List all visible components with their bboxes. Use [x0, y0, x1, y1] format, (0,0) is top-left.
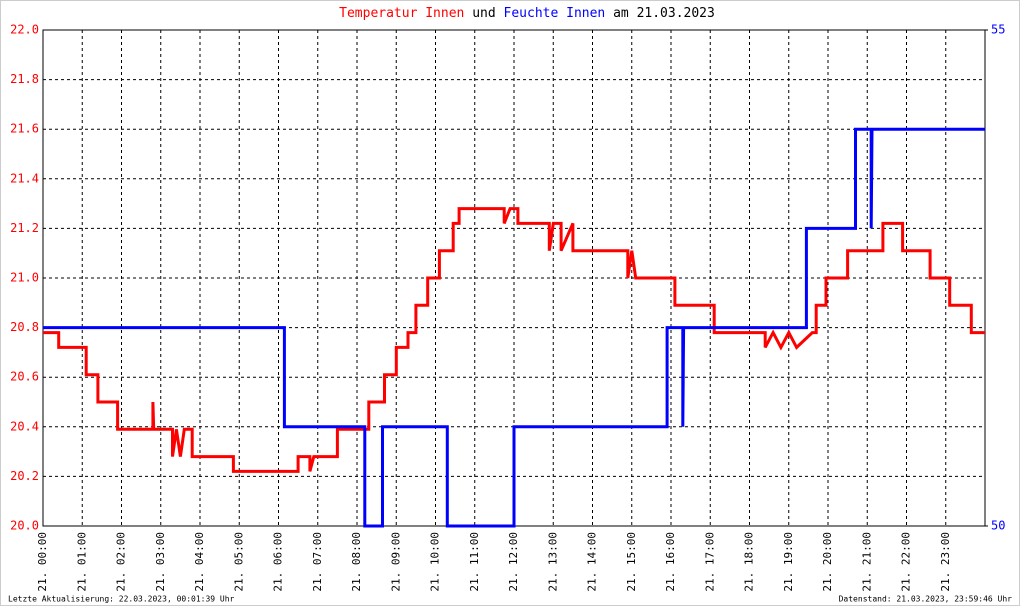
y-tick-label: 20.8	[10, 320, 39, 334]
x-tick-label: 21. 08:00	[350, 532, 363, 592]
x-tick-label: 21. 19:00	[782, 532, 795, 592]
x-tick-label: 21. 03:00	[154, 532, 167, 592]
x-tick-label: 21. 10:00	[429, 532, 442, 592]
x-tick-label: 21. 05:00	[232, 532, 245, 592]
x-tick-label: 21. 20:00	[821, 532, 834, 592]
y-tick-label: 20.2	[10, 469, 39, 483]
x-tick-label: 21. 18:00	[743, 532, 756, 592]
x-tick-label: 21. 22:00	[900, 532, 913, 592]
x-tick-label: 21. 00:00	[36, 532, 49, 592]
footer-right: Datenstand: 21.03.2023, 23:59:46 Uhr	[839, 595, 1013, 604]
x-tick-label: 21. 15:00	[625, 532, 638, 592]
y-tick-label: 21.6	[10, 122, 39, 136]
y-tick-label: 21.4	[10, 171, 39, 185]
x-tick-label: 21. 01:00	[75, 532, 88, 592]
x-tick-label: 21. 09:00	[389, 532, 402, 592]
title-part: am 21.03.2023	[613, 6, 715, 21]
y-tick-label: 21.0	[10, 271, 39, 285]
series-line	[43, 127, 985, 528]
x-tick-label: 21. 17:00	[703, 532, 716, 592]
title-part: Feuchte Innen	[504, 6, 606, 21]
title-part: und	[472, 6, 495, 21]
title-part: Temperatur Innen	[339, 6, 464, 21]
x-tick-label: 21. 23:00	[939, 532, 952, 592]
y2-tick-label: 50	[991, 519, 1005, 533]
y-tick-label: 20.4	[10, 419, 39, 433]
y-tick-label: 21.2	[10, 221, 39, 235]
x-tick-label: 21. 06:00	[272, 532, 285, 592]
footer-left: Letzte Aktualisierung: 22.03.2023, 00:01…	[8, 595, 235, 604]
chart-title: Temperatur Innen und Feuchte Innen am 21…	[339, 6, 715, 21]
x-tick-label: 21. 07:00	[311, 532, 324, 592]
x-tick-label: 21. 13:00	[546, 532, 559, 592]
x-tick-label: 21. 04:00	[193, 532, 206, 592]
y-tick-label: 20.6	[10, 370, 39, 384]
x-tick-label: 21. 16:00	[664, 532, 677, 592]
series-line	[43, 207, 985, 473]
y-tick-label: 20.0	[10, 519, 39, 533]
x-tick-label: 21. 12:00	[507, 532, 520, 592]
x-tick-label: 21. 21:00	[860, 532, 873, 592]
x-tick-label: 21. 14:00	[586, 532, 599, 592]
y-tick-label: 21.8	[10, 72, 39, 86]
x-tick-label: 21. 11:00	[468, 532, 481, 592]
y2-tick-label: 55	[991, 23, 1005, 37]
y-tick-label: 22.0	[10, 23, 39, 37]
x-tick-label: 21. 02:00	[115, 532, 128, 592]
